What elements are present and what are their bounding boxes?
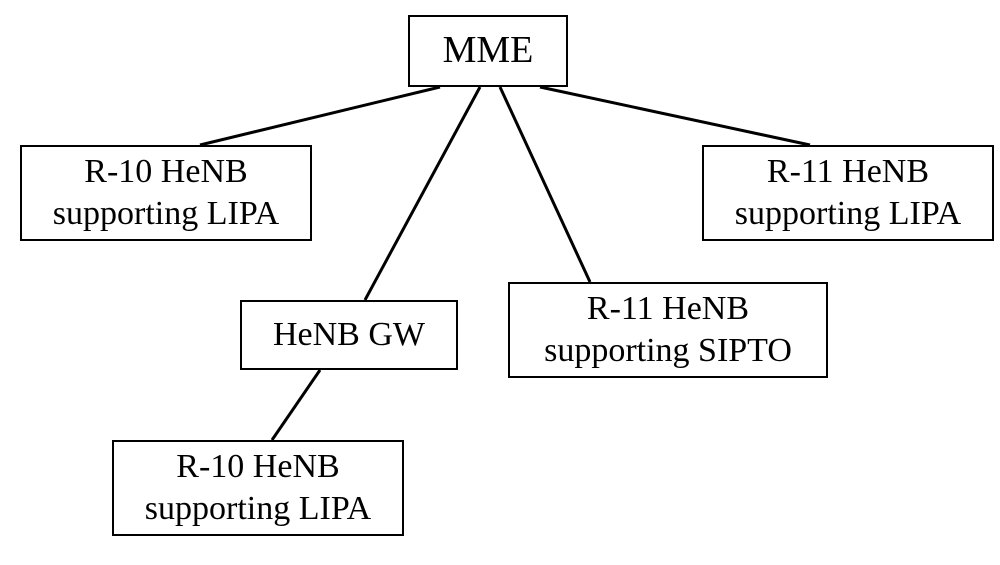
edge-mme-to-r10_lipa_l <box>200 87 440 145</box>
node-label: R-10 HeNB supporting LIPA <box>145 446 371 531</box>
node-label: HeNB GW <box>273 314 425 357</box>
edge-mme-to-r11_sipto <box>500 87 590 282</box>
node-henb-gw: HeNB GW <box>240 300 458 370</box>
node-label: R-11 HeNB supporting LIPA <box>735 151 961 236</box>
node-r10-henb-lipa-left: R-10 HeNB supporting LIPA <box>20 145 312 241</box>
edge-mme-to-r11_lipa <box>540 87 810 145</box>
node-label: R-10 HeNB supporting LIPA <box>53 151 279 236</box>
node-r11-henb-sipto: R-11 HeNB supporting SIPTO <box>508 282 828 378</box>
node-label: MME <box>443 27 534 75</box>
node-label: R-11 HeNB supporting SIPTO <box>544 288 792 373</box>
node-r11-henb-lipa: R-11 HeNB supporting LIPA <box>702 145 994 241</box>
node-r10-henb-lipa-bottom: R-10 HeNB supporting LIPA <box>112 440 404 536</box>
edge-henb_gw-to-r10_lipa_b <box>272 370 320 440</box>
node-mme: MME <box>408 15 568 87</box>
diagram-canvas: MME R-10 HeNB supporting LIPA R-11 HeNB … <box>0 0 1000 565</box>
edge-mme-to-henb_gw <box>365 87 480 300</box>
